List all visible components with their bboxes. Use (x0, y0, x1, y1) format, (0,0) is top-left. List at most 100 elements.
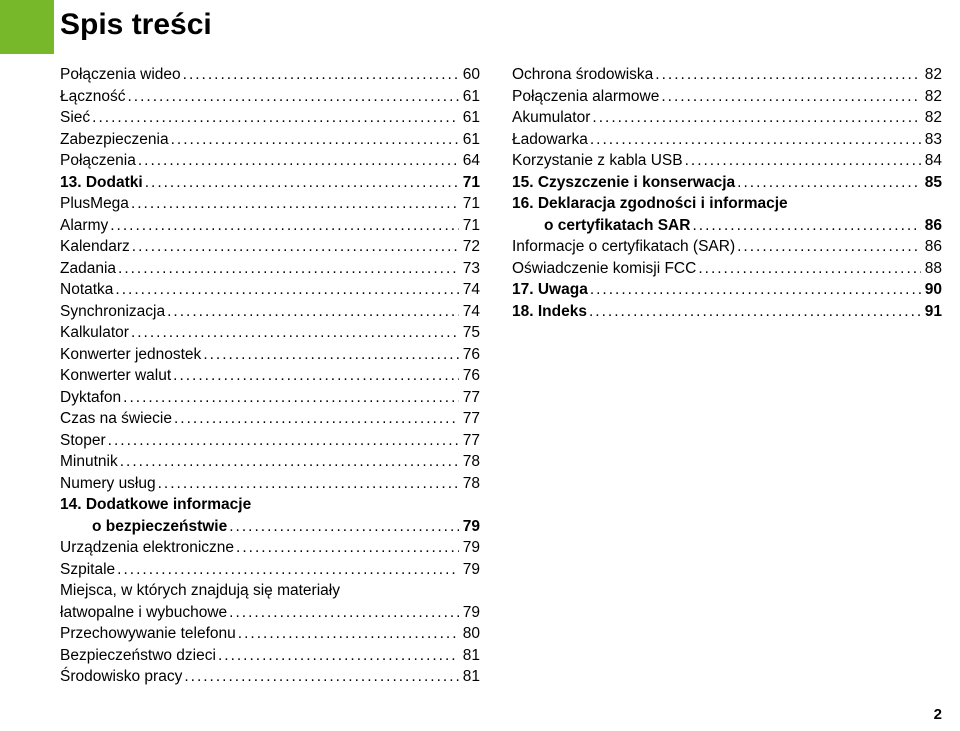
toc-line: Alarmy71 (60, 215, 480, 237)
toc-page: 80 (461, 623, 480, 645)
toc-page: 61 (461, 107, 480, 129)
toc-line: Konwerter walut76 (60, 365, 480, 387)
toc-line: Numery usług 78 (60, 473, 480, 495)
toc-label: 13. Dodatki (60, 172, 143, 194)
toc-line: Łączność61 (60, 86, 480, 108)
toc-page: 79 (461, 516, 480, 538)
toc-line: Dyktafon77 (60, 387, 480, 409)
toc-label: Stoper (60, 430, 106, 452)
toc-label: Oświadczenie komisji FCC (512, 258, 696, 280)
toc-leader (698, 258, 920, 280)
toc-leader (184, 666, 458, 688)
toc-line: Połączenia alarmowe 82 (512, 86, 942, 108)
toc-page: 64 (461, 150, 480, 172)
toc-label: 16. Deklaracja zgodności i informacje (512, 193, 788, 215)
toc-page: 73 (461, 258, 480, 280)
toc-label: Korzystanie z kabla USB (512, 150, 683, 172)
toc-page: 74 (461, 279, 480, 301)
toc-line: Zadania 73 (60, 258, 480, 280)
toc-page: 79 (461, 602, 480, 624)
toc-line: Synchronizacja74 (60, 301, 480, 323)
toc-label: Konwerter walut (60, 365, 171, 387)
toc-leader (117, 559, 459, 581)
toc-label: Środowisko pracy (60, 666, 182, 688)
toc-line: Notatka 74 (60, 279, 480, 301)
toc-line: Połączenia64 (60, 150, 480, 172)
toc-label: Przechowywanie telefonu (60, 623, 236, 645)
toc-leader (123, 387, 459, 409)
toc-leader (236, 537, 459, 559)
toc-label: Ładowarka (512, 129, 588, 151)
page-title: Spis treści (60, 8, 212, 42)
toc-page: 78 (461, 451, 480, 473)
toc-label: Notatka (60, 279, 113, 301)
toc-line: Zabezpieczenia61 (60, 129, 480, 151)
toc-page: 71 (461, 215, 480, 237)
toc-leader (590, 279, 921, 301)
toc-page: 79 (461, 559, 480, 581)
toc-leader (692, 215, 920, 237)
toc-label: Zadania (60, 258, 116, 280)
toc-label: Kalkulator (60, 322, 129, 344)
toc-page: 83 (923, 129, 942, 151)
toc-page: 71 (461, 172, 480, 194)
toc-leader (132, 236, 459, 258)
toc-leader (110, 215, 459, 237)
toc-page: 82 (923, 86, 942, 108)
toc-line: Konwerter jednostek 76 (60, 344, 480, 366)
toc-page: 88 (923, 258, 942, 280)
toc-page: 81 (461, 666, 480, 688)
toc-columns: Połączenia wideo60Łączność61Sieć61Zabezp… (60, 64, 936, 688)
toc-leader (203, 344, 458, 366)
toc-line: Czas na świecie77 (60, 408, 480, 430)
toc-line: Urządzenia elektroniczne79 (60, 537, 480, 559)
toc-label: 14. Dodatkowe informacje (60, 494, 251, 516)
toc-label: Łączność (60, 86, 125, 108)
toc-leader (158, 473, 459, 495)
toc-label: Konwerter jednostek (60, 344, 201, 366)
toc-leader (173, 365, 459, 387)
toc-page: 78 (461, 473, 480, 495)
toc-label: Dyktafon (60, 387, 121, 409)
toc-line: o bezpieczeństwie 79 (60, 516, 480, 538)
toc-label: 17. Uwaga (512, 279, 588, 301)
toc-line: Informacje o certyfikatach (SAR) 86 (512, 236, 942, 258)
toc-leader (167, 301, 459, 323)
toc-leader (238, 623, 459, 645)
page-number: 2 (934, 706, 942, 723)
toc-line: Oświadczenie komisji FCC 88 (512, 258, 942, 280)
toc-line: Stoper77 (60, 430, 480, 452)
toc-leader (737, 236, 921, 258)
toc-page: 86 (923, 215, 942, 237)
toc-label: Synchronizacja (60, 301, 165, 323)
toc-line: Bezpieczeństwo dzieci81 (60, 645, 480, 667)
toc-label: Połączenia alarmowe (512, 86, 659, 108)
toc-page: 82 (923, 64, 942, 86)
toc-page: 77 (461, 408, 480, 430)
toc-line: PlusMega71 (60, 193, 480, 215)
toc-label: 18. Indeks (512, 301, 587, 323)
toc-line: Połączenia wideo60 (60, 64, 480, 86)
toc-line: Sieć61 (60, 107, 480, 129)
toc-label: Kalendarz (60, 236, 130, 258)
toc-column-left: Połączenia wideo60Łączność61Sieć61Zabezp… (60, 64, 480, 688)
toc-line: Szpitale79 (60, 559, 480, 581)
toc-line: o certyfikatach SAR86 (512, 215, 942, 237)
toc-label: o bezpieczeństwie (60, 516, 227, 538)
toc-label: Numery usług (60, 473, 156, 495)
toc-label: Bezpieczeństwo dzieci (60, 645, 216, 667)
toc-line: 16. Deklaracja zgodności i informacje (512, 193, 942, 215)
toc-leader (118, 258, 459, 280)
toc-leader (218, 645, 459, 667)
toc-page: 76 (461, 344, 480, 366)
toc-leader (589, 301, 921, 323)
toc-page: 86 (923, 236, 942, 258)
toc-line: Przechowywanie telefonu 80 (60, 623, 480, 645)
toc-leader (229, 602, 459, 624)
toc-line: łatwopalne i wybuchowe79 (60, 602, 480, 624)
toc-label: Informacje o certyfikatach (SAR) (512, 236, 735, 258)
toc-leader (108, 430, 459, 452)
toc-leader (131, 193, 459, 215)
toc-leader (737, 172, 921, 194)
toc-line: 17. Uwaga90 (512, 279, 942, 301)
